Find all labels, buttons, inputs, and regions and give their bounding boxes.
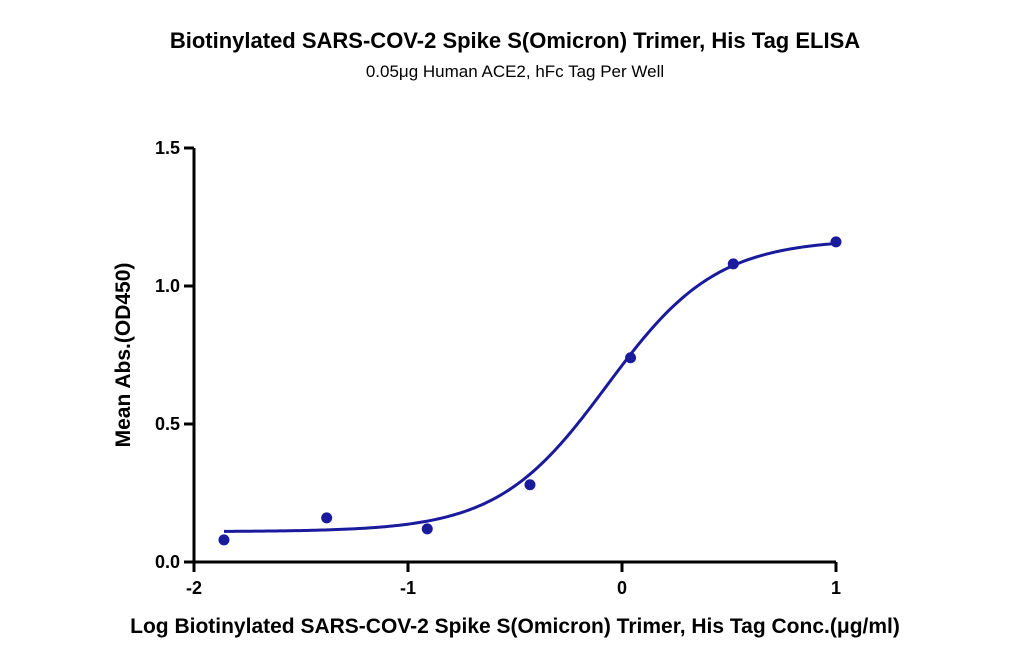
x-tick-labels: -2 -1 0 1 xyxy=(186,578,841,598)
y-axis-title: Mean Abs.(OD450) xyxy=(112,263,135,448)
axes xyxy=(184,146,838,572)
data-point xyxy=(830,236,842,248)
data-point xyxy=(321,512,333,524)
data-point xyxy=(421,523,433,535)
data-point xyxy=(524,479,536,491)
y-tick-label: 1.0 xyxy=(155,276,180,296)
x-tick-label: 1 xyxy=(831,578,841,598)
x-tick-label: 0 xyxy=(617,578,627,598)
x-tick-label: -2 xyxy=(186,578,202,598)
data-point xyxy=(625,352,637,364)
y-tick-labels: 0.0 0.5 1.0 1.5 xyxy=(155,138,180,572)
y-tick-label: 1.5 xyxy=(155,138,180,158)
data-points xyxy=(218,236,842,546)
chart-title: Biotinylated SARS-COV-2 Spike S(Omicron)… xyxy=(169,28,861,53)
x-tick-label: -1 xyxy=(400,578,416,598)
y-tick-label: 0.5 xyxy=(155,414,180,434)
y-tick-label: 0.0 xyxy=(155,552,180,572)
x-axis-title: Log Biotinylated SARS-COV-2 Spike S(Omic… xyxy=(130,615,900,638)
chart-subtitle: 0.05μg Human ACE2, hFc Tag Per Well xyxy=(365,62,665,81)
data-point xyxy=(218,534,230,546)
data-point xyxy=(727,258,739,270)
